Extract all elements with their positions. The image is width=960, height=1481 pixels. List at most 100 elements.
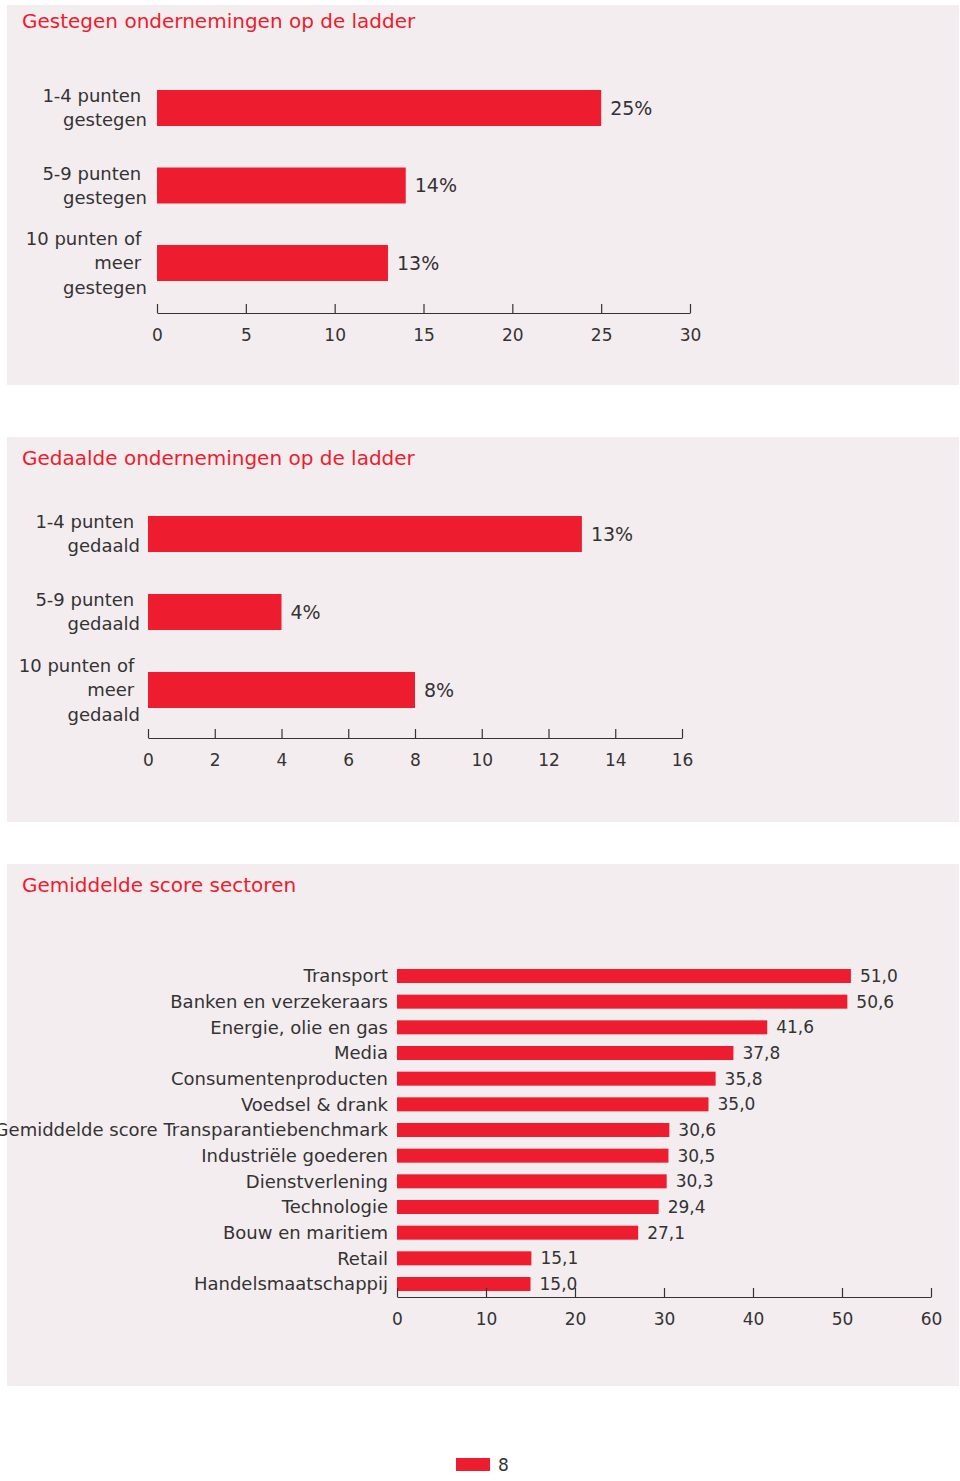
bar: [397, 1200, 659, 1214]
category-label: Voedsel & drank: [241, 1094, 389, 1115]
bars: [157, 90, 601, 281]
tick: 30: [680, 304, 702, 345]
tick-mark: [486, 1288, 487, 1297]
tick: 60: [921, 1288, 943, 1329]
tick: 14: [605, 729, 627, 770]
bar: [397, 1226, 638, 1240]
bar: [397, 1123, 669, 1137]
bar: [148, 672, 415, 708]
tick: 4: [277, 729, 288, 770]
category-label: 10 punten of meer gestegen: [26, 228, 147, 298]
chart-title: Gemiddelde score sectoren: [22, 873, 296, 897]
tick-mark: [575, 1288, 576, 1297]
tick-mark: [682, 729, 683, 738]
bar: [148, 594, 282, 630]
tick: 12: [538, 729, 560, 770]
tick: 0: [392, 1288, 403, 1329]
tick-mark: [482, 729, 483, 738]
data-labels: 13%4%8%: [291, 523, 634, 701]
category-labels: TransportBanken en verzekeraarsEnergie, …: [0, 965, 389, 1294]
category-label: Bouw en maritiem: [223, 1222, 388, 1243]
category-label: Technologie: [281, 1196, 388, 1217]
category-labels: 1-4 punten gedaald 5-9 punten gedaald 10 p…: [19, 511, 140, 724]
tick: 50: [832, 1288, 854, 1329]
category-label: Energie, olie en gas: [210, 1017, 388, 1038]
x-axis: 0 10 20 30 40 50 60: [392, 1288, 942, 1329]
category-label: 5-9 punten gedaald: [35, 589, 140, 634]
tick: 40: [743, 1288, 765, 1329]
data-label: 37,8: [742, 1043, 780, 1063]
tick-label: 14: [605, 750, 627, 770]
tick-label: 10: [324, 325, 346, 345]
tick-label: 25: [591, 325, 613, 345]
data-label: 13%: [591, 523, 633, 545]
tick-mark: [335, 304, 336, 313]
panel-background: [7, 437, 959, 822]
category-label: Handelsmaatschappij: [194, 1273, 388, 1294]
category-label: Consumentenproducten: [171, 1068, 388, 1089]
tick: 0: [152, 304, 163, 345]
bar: [397, 1149, 668, 1163]
tick-label: 10: [476, 1309, 498, 1329]
bars: [148, 516, 582, 708]
tick-mark: [397, 1288, 398, 1297]
tick-mark: [215, 729, 216, 738]
bar: [397, 1277, 531, 1291]
tick-label: 30: [680, 325, 702, 345]
axis-line: [398, 1297, 932, 1298]
chart-panel: Gestegen ondernemingen op de ladder25%14…: [7, 5, 959, 385]
tick: 5: [241, 304, 252, 345]
bar: [157, 168, 406, 204]
tick: 0: [143, 729, 154, 770]
bar: [397, 1020, 767, 1034]
tick-label: 40: [743, 1309, 765, 1329]
chart-panel: Gemiddelde score sectoren51,050,641,637,…: [0, 864, 959, 1386]
tick-mark: [753, 1288, 754, 1297]
tick: 16: [672, 729, 694, 770]
tick-label: 20: [502, 325, 524, 345]
tick: 10: [471, 729, 493, 770]
chart-title: Gedaalde ondernemingen op de ladder: [22, 446, 416, 470]
tick-label: 60: [921, 1309, 943, 1329]
data-labels: 25%14%13%: [397, 97, 652, 274]
bar: [397, 1174, 667, 1188]
data-label: 35,0: [718, 1094, 756, 1114]
data-label: 8%: [424, 679, 454, 701]
data-label: 35,8: [725, 1069, 763, 1089]
tick-label: 20: [565, 1309, 587, 1329]
data-label: 15,0: [540, 1274, 578, 1294]
page-number: 8: [498, 1455, 509, 1475]
bar: [397, 995, 847, 1009]
data-label: 15,1: [540, 1248, 578, 1268]
data-label: 30,3: [676, 1171, 714, 1191]
bar: [397, 1097, 709, 1111]
category-label: 10 punten of meer gedaald: [19, 655, 140, 725]
category-label: 5-9 punten gestegen: [42, 163, 147, 208]
category-labels: 1-4 punten gestegen 5-9 punten gestegen 10…: [26, 85, 147, 297]
tick-label: 12: [538, 750, 560, 770]
tick: 6: [343, 729, 354, 770]
data-label: 14%: [415, 174, 457, 196]
tick-mark: [615, 729, 616, 738]
tick-label: 10: [471, 750, 493, 770]
page: Gestegen ondernemingen op de ladder25%14…: [0, 0, 960, 1481]
bar: [397, 1046, 733, 1060]
category-label: 1-4 punten gestegen: [42, 85, 147, 130]
data-label: 30,6: [678, 1120, 716, 1140]
tick-label: 30: [654, 1309, 676, 1329]
data-label: 27,1: [647, 1223, 685, 1243]
tick: 20: [565, 1288, 587, 1329]
tick-label: 4: [277, 750, 288, 770]
x-axis: 0246810121416: [143, 729, 693, 770]
tick-mark: [842, 1288, 843, 1297]
category-label: Media: [334, 1042, 388, 1063]
data-label: 25%: [610, 97, 652, 119]
tick-label: 0: [143, 750, 154, 770]
bar: [397, 1072, 716, 1086]
tick: 20: [502, 304, 524, 345]
tick-mark: [512, 304, 513, 313]
bar: [148, 516, 582, 552]
tick-label: 16: [672, 750, 694, 770]
data-label: 51,0: [860, 966, 898, 986]
category-label: 1-4 punten gedaald: [35, 511, 140, 556]
